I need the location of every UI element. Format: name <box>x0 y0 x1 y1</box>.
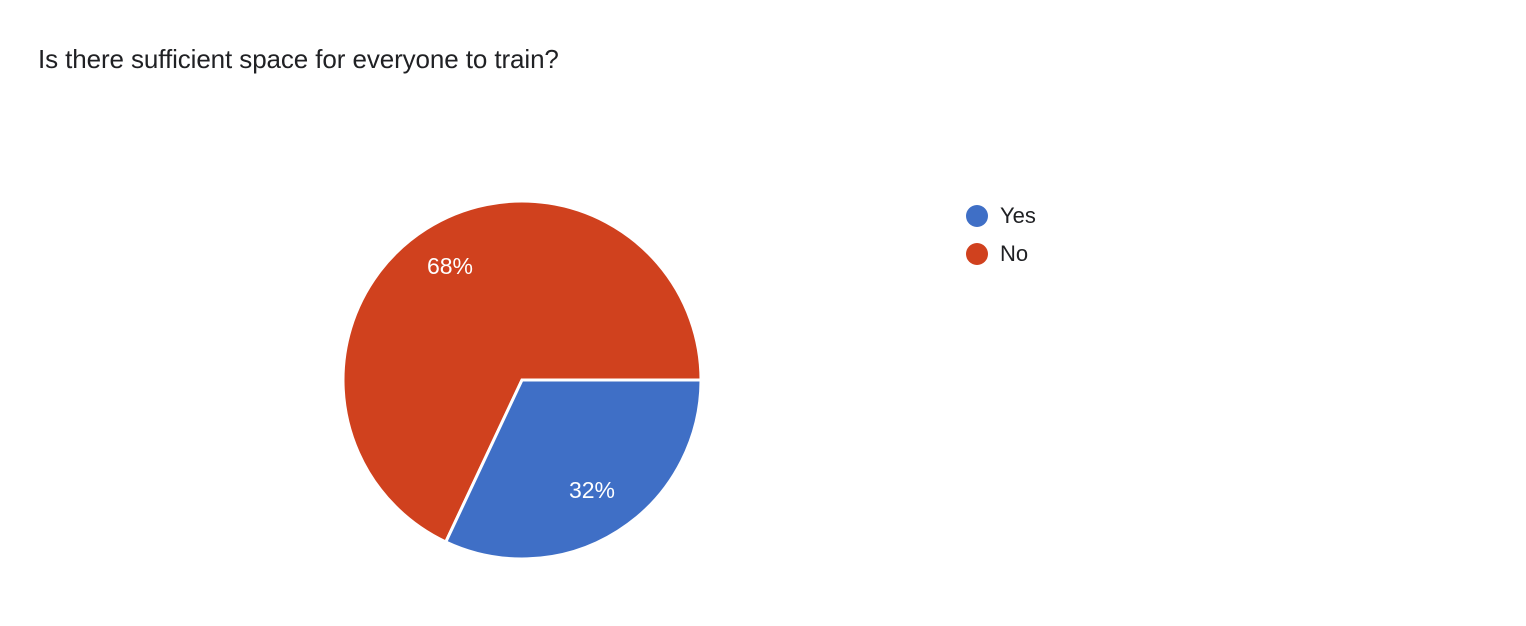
legend-swatch-yes-icon <box>966 205 988 227</box>
pie-slice-no[interactable] <box>341 199 703 544</box>
chart-title: Is there sufficient space for everyone t… <box>38 44 559 74</box>
legend-item-yes[interactable]: Yes <box>966 197 1266 235</box>
pie-slice-label-no: 68% <box>427 253 473 279</box>
legend-item-no[interactable]: No <box>966 235 1266 273</box>
legend-label-yes: Yes <box>1000 203 1036 228</box>
pie-chart-graphic: 68% 32% <box>341 199 703 561</box>
pie-slice-label-yes: 32% <box>569 477 615 503</box>
legend-swatch-no-icon <box>966 243 988 265</box>
legend-label-no: No <box>1000 241 1029 266</box>
chart-legend: Yes No <box>966 197 1266 273</box>
pie-slice-yes[interactable] <box>443 378 703 561</box>
